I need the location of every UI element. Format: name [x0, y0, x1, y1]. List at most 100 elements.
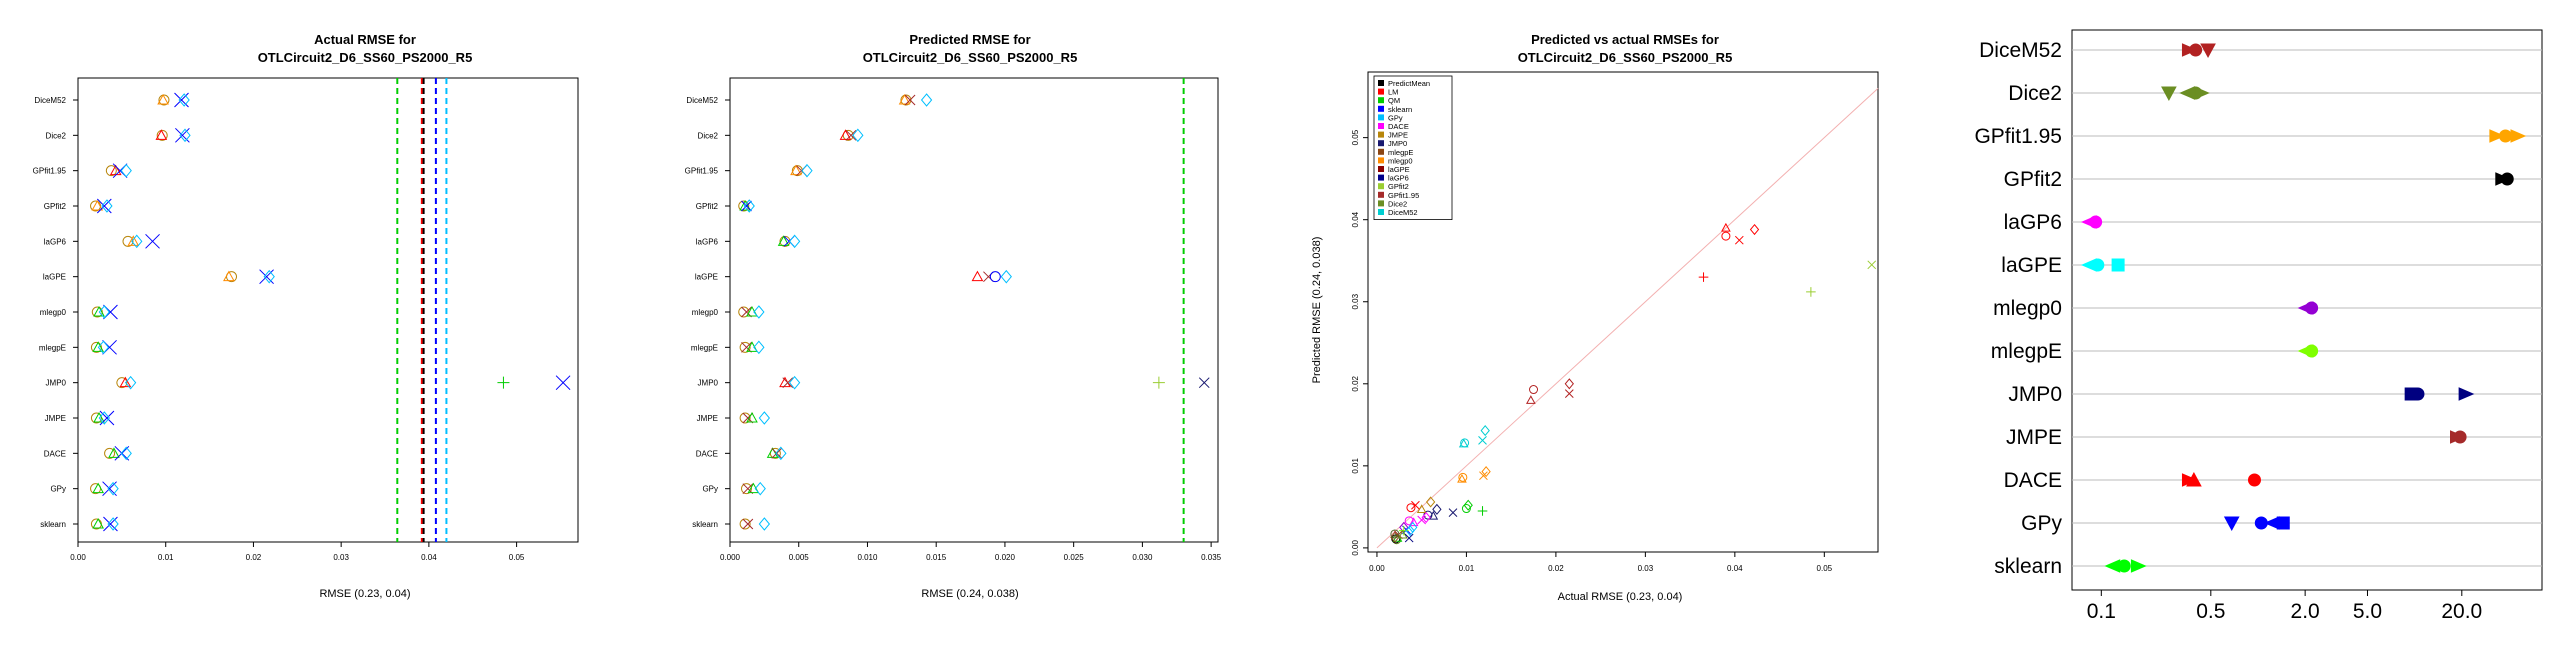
x-tick-label: 0.02 [1548, 564, 1564, 573]
data-point [1198, 377, 1210, 389]
data-point [741, 306, 752, 318]
data-point [739, 341, 751, 353]
data-point [753, 340, 765, 355]
y-axis-label: Predicted RMSE (0.24, 0.038) [1311, 237, 1323, 384]
y-tick-label-sklearn: sklearn [692, 520, 718, 529]
legend-swatch [1378, 140, 1384, 147]
data-point [2194, 86, 2210, 100]
data-point [1408, 517, 1419, 527]
data-point [1411, 500, 1420, 510]
legend-entry-GPfit2: GPfit2 [1388, 182, 1409, 191]
data-point [1698, 272, 1709, 282]
x-tick-label: 0.020 [995, 553, 1016, 562]
data-point [178, 93, 190, 107]
data-point [801, 163, 813, 178]
chart-subtitle: OTLCircuit2_D6_SS60_PS2000_R5 [1518, 50, 1733, 65]
data-point [108, 447, 120, 458]
y-tick-label-JMPE: JMPE [697, 414, 718, 423]
data-point [1478, 436, 1487, 445]
data-point [91, 199, 104, 211]
data-point [1721, 231, 1731, 241]
y-tick-label-sklearn: sklearn [1994, 555, 2062, 578]
x-tick-label: 0.035 [1201, 553, 1222, 562]
x-tick-label: 0.05 [1817, 564, 1833, 573]
predicted-vs-actual-chart: Predicted vs actual RMSEs for OTLCircuit… [1311, 32, 1879, 603]
data-point [1425, 496, 1436, 508]
data-point [2161, 86, 2177, 102]
data-point [1432, 503, 1442, 515]
y-tick-label-JMPE: JMPE [45, 414, 66, 423]
data-point [754, 481, 766, 496]
data-point [1477, 506, 1488, 516]
data-point [740, 483, 752, 495]
data-point [1564, 378, 1574, 390]
data-point [107, 517, 119, 531]
y-tick-label-laGPE: laGPE [2001, 254, 2062, 277]
data-point [1749, 223, 1760, 236]
method-strip-chart: DiceM52 Dice2 GPfit1.95 GPfit2 laGP6 laGPE mle… [1974, 29, 2543, 623]
x-tick-label: 0.00 [1369, 564, 1385, 573]
data-point [2498, 129, 2512, 143]
data-point [1390, 531, 1400, 543]
data-point [2500, 172, 2514, 186]
data-point [1457, 473, 1467, 483]
data-point [131, 234, 143, 249]
y-tick-label-GPfit2: GPfit2 [2004, 168, 2062, 191]
legend-swatch [1378, 166, 1384, 172]
data-point [93, 411, 105, 423]
y-tick-label-DACE: DACE [44, 449, 66, 458]
x-tick-label: 0.03 [1638, 564, 1654, 573]
data-point [98, 411, 110, 425]
data-point [1398, 525, 1409, 536]
y-tick-label-GPfit1.95: GPfit1.95 [685, 167, 719, 176]
data-point [1152, 376, 1165, 389]
y-tick-label-JMPE: JMPE [2006, 426, 2062, 449]
y-tick-label-laGP6: laGP6 [2004, 211, 2062, 234]
legend-swatch [1378, 183, 1384, 190]
legend-swatch [1378, 131, 1384, 138]
legend-swatch [1378, 114, 1384, 121]
x-tick-label: 0.010 [857, 553, 878, 562]
data-point [788, 234, 801, 249]
legend-entry-JMPE: JMPE [1388, 131, 1408, 140]
legend-entry-laGPE: laGPE [1388, 165, 1410, 174]
chart-subtitle: OTLCircuit2_D6_SS60_PS2000_R5 [863, 50, 1078, 65]
data-point [1404, 516, 1414, 526]
data-point [1404, 533, 1414, 543]
legend-entry-DiceM52: DiceM52 [1388, 208, 1418, 217]
data-point [174, 92, 189, 108]
data-point [497, 376, 510, 389]
data-point [263, 269, 275, 284]
y-tick-label-GPfit1.95: GPfit1.95 [1974, 125, 2062, 148]
data-point [1390, 529, 1400, 539]
data-point [739, 518, 751, 530]
x-tick-label: 0.01 [1459, 564, 1475, 573]
data-point [989, 271, 1001, 283]
x-tick-label: 0.005 [789, 553, 810, 562]
data-point [777, 235, 790, 246]
data-point [119, 376, 132, 388]
legend-entry-PredictMean: PredictMean [1388, 79, 1430, 88]
data-point [97, 340, 110, 355]
data-point [2510, 129, 2527, 143]
predicted-rmse-panel: Predicted RMSE for OTLCircuit2_D6_SS60_P… [640, 0, 1280, 640]
data-point [1000, 269, 1012, 284]
data-point [158, 94, 170, 106]
x-axis-label: RMSE (0.24, 0.038) [921, 588, 1018, 600]
actual-rmse-chart: Actual RMSE for OTLCircuit2_D6_SS60_PS20… [33, 32, 579, 600]
data-point [739, 412, 751, 424]
legend-entry-GPy: GPy [1388, 113, 1403, 122]
y-tick-label-laGP6: laGP6 [696, 237, 719, 246]
chart-subtitle: OTLCircuit2_D6_SS60_PS2000_R5 [258, 50, 473, 65]
legend-swatch [1378, 123, 1384, 129]
y-tick-label: 0.04 [1351, 211, 1360, 227]
data-point [2200, 43, 2216, 59]
y-tick-label-JMP0: JMP0 [46, 379, 67, 388]
plot-frame [2071, 29, 2543, 591]
data-point [2247, 473, 2261, 487]
x-tick-label: 0.015 [926, 553, 947, 562]
data-point [1458, 438, 1469, 448]
data-point [2458, 387, 2475, 401]
data-point [101, 199, 113, 213]
data-point [127, 235, 140, 246]
